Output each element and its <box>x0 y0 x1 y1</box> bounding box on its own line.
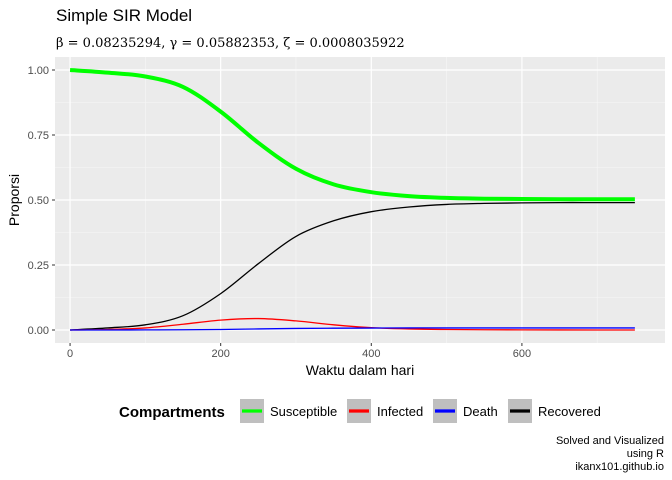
legend-label-infected: Infected <box>377 404 423 419</box>
x-tick-label: 200 <box>211 348 229 360</box>
chart-subtitle: β = 0.08235294, γ = 0.05882353, ζ = 0.00… <box>56 36 405 51</box>
y-tick-label: 0.50 <box>28 195 49 207</box>
legend-label-susceptible: Susceptible <box>270 404 337 419</box>
y-tick-label: 0.25 <box>28 260 49 272</box>
x-tick-label: 400 <box>362 348 380 360</box>
y-axis-ticks: 0.00 0.25 0.50 0.75 1.00 <box>28 65 55 337</box>
x-tick-label: 0 <box>67 348 73 360</box>
caption-line-1: Solved and Visualized <box>556 435 664 447</box>
x-tick-label: 600 <box>513 348 531 360</box>
y-axis-title: Proporsi <box>6 174 22 226</box>
legend-label-death: Death <box>463 404 498 419</box>
legend-label-recovered: Recovered <box>538 404 601 419</box>
caption-line-2: using R <box>627 448 664 460</box>
grid-major <box>55 57 665 343</box>
caption: Solved and Visualized using R ikanx101.g… <box>556 435 664 473</box>
series-line-death <box>70 327 635 331</box>
x-axis-title: Waktu dalam hari <box>306 362 414 378</box>
series-lines <box>69 68 635 331</box>
series-line-infected <box>70 317 635 331</box>
y-tick-label: 0.75 <box>28 130 49 142</box>
chart-title: Simple SIR Model <box>56 6 192 25</box>
legend: Compartments Susceptible Infected Death Rec… <box>119 399 601 423</box>
y-tick-label: 1.00 <box>28 65 49 77</box>
caption-line-3: ikanx101.github.io <box>575 461 664 473</box>
series-line-recovered <box>70 201 635 331</box>
legend-title: Compartments <box>119 404 225 421</box>
x-axis-ticks: 0 200 400 600 <box>67 343 531 360</box>
y-tick-label: 0.00 <box>28 325 49 337</box>
series-line-susceptible <box>69 68 635 202</box>
